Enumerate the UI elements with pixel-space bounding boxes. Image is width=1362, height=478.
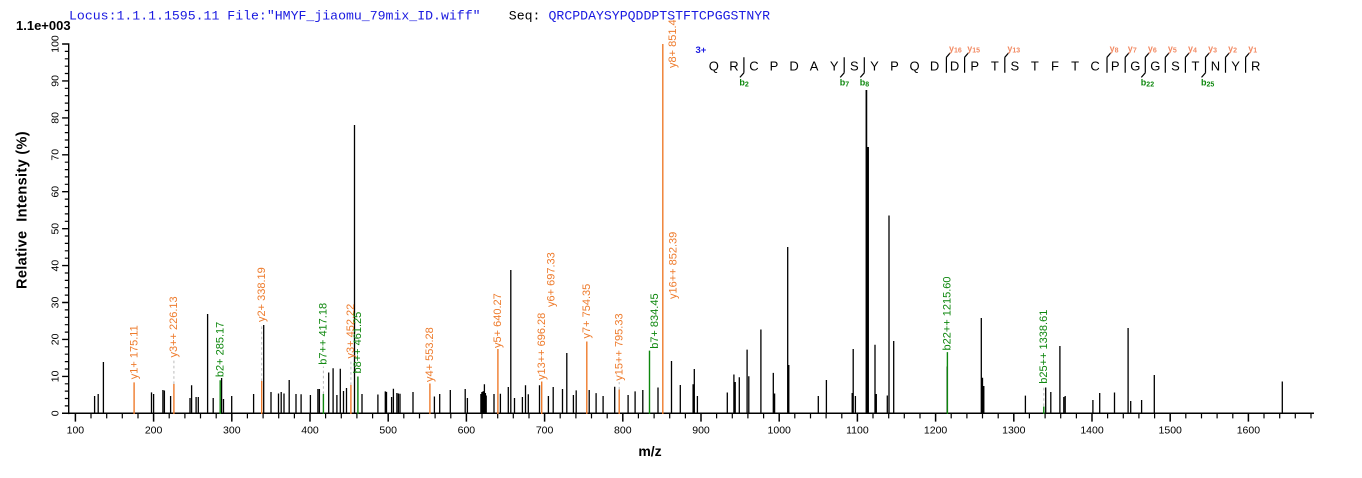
svg-text:m/z: m/z bbox=[638, 443, 661, 459]
svg-text:y6: y6 bbox=[1148, 44, 1157, 55]
svg-text:1300: 1300 bbox=[1002, 424, 1026, 436]
svg-text:T: T bbox=[1031, 58, 1039, 73]
svg-text:Q: Q bbox=[709, 58, 719, 73]
svg-text:y4: y4 bbox=[1188, 44, 1197, 55]
svg-text:P: P bbox=[970, 58, 979, 73]
svg-text:y7: y7 bbox=[1128, 44, 1137, 55]
svg-text:QRCPDAYSYPQDDPTSTFTCPGGSTNYR: QRCPDAYSYPQDDPTSTFTCPGGSTNYR bbox=[549, 8, 771, 23]
svg-text:y16: y16 bbox=[949, 44, 962, 55]
svg-text:Y: Y bbox=[1231, 58, 1240, 73]
svg-text:10: 10 bbox=[50, 370, 62, 382]
svg-text:y4+ 553.28: y4+ 553.28 bbox=[424, 327, 436, 382]
svg-text:y3+ 452.22: y3+ 452.22 bbox=[345, 304, 357, 359]
svg-text:1200: 1200 bbox=[924, 424, 948, 436]
svg-text:y6+ 697.33: y6+ 697.33 bbox=[546, 252, 558, 307]
svg-text:R: R bbox=[729, 58, 738, 73]
svg-text:0: 0 bbox=[50, 410, 62, 416]
svg-text:1000: 1000 bbox=[768, 424, 792, 436]
svg-text:b7: b7 bbox=[840, 78, 850, 89]
svg-text:y3++ 226.13: y3++ 226.13 bbox=[168, 296, 180, 357]
svg-text:S: S bbox=[1171, 58, 1180, 73]
svg-text:50: 50 bbox=[50, 223, 62, 235]
svg-text:60: 60 bbox=[50, 186, 62, 198]
svg-text:600: 600 bbox=[458, 424, 476, 436]
svg-text:S: S bbox=[850, 58, 859, 73]
svg-text:Y: Y bbox=[830, 58, 839, 73]
svg-text:3+: 3+ bbox=[696, 45, 707, 56]
svg-text:y7+ 754.35: y7+ 754.35 bbox=[581, 284, 593, 339]
svg-text:80: 80 bbox=[50, 112, 62, 124]
svg-text:y1: y1 bbox=[1248, 44, 1257, 55]
svg-text:y13: y13 bbox=[1007, 44, 1020, 55]
svg-text:20: 20 bbox=[50, 333, 62, 345]
svg-text:Locus:1.1.1.1595.11 File:"HMYF: Locus:1.1.1.1595.11 File:"HMYF_jiaomu_79… bbox=[69, 8, 481, 23]
svg-text:1500: 1500 bbox=[1159, 424, 1183, 436]
svg-text:y8+ 851.4: y8+ 851.4 bbox=[667, 19, 679, 68]
svg-text:100: 100 bbox=[67, 424, 85, 436]
svg-text:D: D bbox=[789, 58, 798, 73]
svg-text:Y: Y bbox=[870, 58, 879, 73]
svg-text:800: 800 bbox=[614, 424, 632, 436]
svg-text:y5+ 640.27: y5+ 640.27 bbox=[492, 293, 504, 348]
svg-text:y3: y3 bbox=[1208, 44, 1217, 55]
svg-text:b22++ 1215.60: b22++ 1215.60 bbox=[942, 276, 954, 350]
svg-text:y5: y5 bbox=[1168, 44, 1177, 55]
svg-text:F: F bbox=[1051, 58, 1059, 73]
svg-text:1.1e+003: 1.1e+003 bbox=[16, 18, 71, 33]
svg-text:y16++ 852.39: y16++ 852.39 bbox=[668, 232, 680, 299]
svg-text:70: 70 bbox=[50, 149, 62, 161]
svg-text:Seq:: Seq: bbox=[509, 8, 541, 23]
svg-text:D: D bbox=[930, 58, 939, 73]
svg-text:Q: Q bbox=[909, 58, 919, 73]
svg-text:300: 300 bbox=[223, 424, 241, 436]
svg-text:y13++ 696.28: y13++ 696.28 bbox=[536, 313, 548, 380]
svg-text:Relative Intensity (%): Relative Intensity (%) bbox=[15, 131, 31, 289]
svg-text:400: 400 bbox=[301, 424, 319, 436]
svg-text:1100: 1100 bbox=[846, 424, 869, 436]
svg-text:R: R bbox=[1251, 58, 1260, 73]
svg-text:b8++ 461.25: b8++ 461.25 bbox=[352, 312, 364, 374]
svg-text:P: P bbox=[1111, 58, 1120, 73]
svg-text:T: T bbox=[1192, 58, 1200, 73]
svg-text:b2+ 285.17: b2+ 285.17 bbox=[214, 322, 226, 377]
svg-text:200: 200 bbox=[145, 424, 163, 436]
svg-text:P: P bbox=[770, 58, 779, 73]
svg-text:y2+ 338.19: y2+ 338.19 bbox=[256, 267, 268, 322]
svg-text:700: 700 bbox=[536, 424, 554, 436]
svg-text:T: T bbox=[991, 58, 999, 73]
svg-text:1400: 1400 bbox=[1080, 424, 1104, 436]
svg-text:b25: b25 bbox=[1201, 78, 1214, 89]
svg-text:y15: y15 bbox=[967, 44, 980, 55]
svg-text:y8: y8 bbox=[1110, 44, 1119, 55]
svg-text:G: G bbox=[1130, 58, 1140, 73]
svg-text:y2: y2 bbox=[1228, 44, 1237, 55]
svg-text:90: 90 bbox=[50, 75, 62, 87]
svg-text:C: C bbox=[749, 58, 758, 73]
svg-text:P: P bbox=[890, 58, 899, 73]
svg-text:C: C bbox=[1090, 58, 1099, 73]
svg-text:y15++ 795.33: y15++ 795.33 bbox=[613, 313, 625, 380]
svg-text:N: N bbox=[1211, 58, 1220, 73]
svg-text:T: T bbox=[1071, 58, 1079, 73]
svg-text:1600: 1600 bbox=[1237, 424, 1261, 436]
svg-text:100: 100 bbox=[50, 35, 62, 53]
svg-text:b8: b8 bbox=[860, 78, 870, 89]
svg-text:b7+ 834.45: b7+ 834.45 bbox=[649, 293, 661, 348]
svg-text:40: 40 bbox=[50, 260, 62, 272]
svg-text:y1+ 175.11: y1+ 175.11 bbox=[128, 325, 140, 379]
svg-text:b2: b2 bbox=[739, 78, 749, 89]
svg-text:G: G bbox=[1150, 58, 1160, 73]
svg-text:S: S bbox=[1010, 58, 1019, 73]
svg-text:900: 900 bbox=[692, 424, 710, 436]
svg-text:b7++ 417.18: b7++ 417.18 bbox=[318, 303, 330, 365]
svg-text:b22: b22 bbox=[1141, 78, 1154, 89]
svg-text:30: 30 bbox=[50, 297, 62, 309]
svg-text:A: A bbox=[810, 58, 819, 73]
svg-text:D: D bbox=[950, 58, 959, 73]
svg-text:500: 500 bbox=[379, 424, 397, 436]
svg-text:b25++ 1338.61: b25++ 1338.61 bbox=[1038, 310, 1050, 384]
